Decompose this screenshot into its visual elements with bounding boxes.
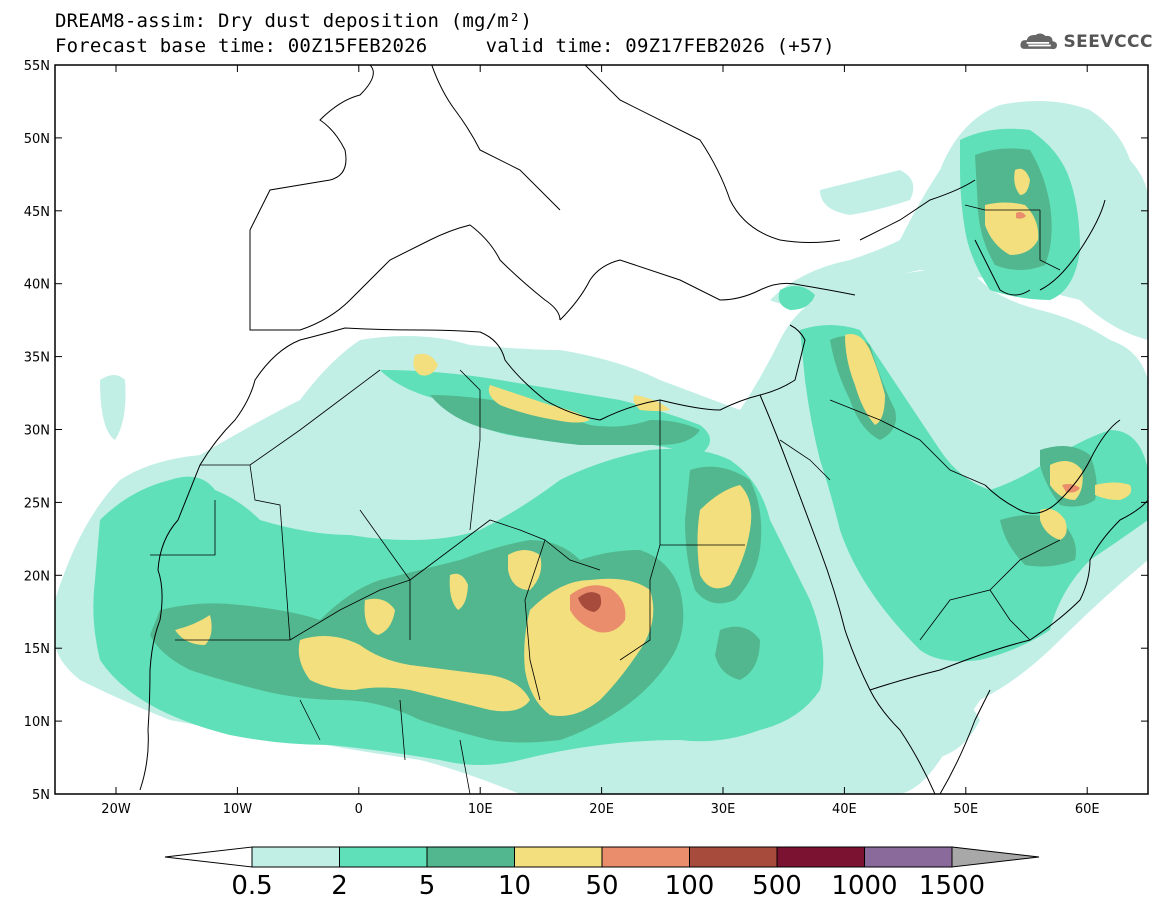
colorbar-label: 100 bbox=[665, 871, 715, 901]
lon-tick-label: 20W bbox=[101, 802, 131, 817]
longitude-axis: 20W 10W 0 10E 20E 30E 40E 50E 60E bbox=[101, 65, 1100, 817]
colorbar-swatch bbox=[776, 846, 865, 868]
colorbar-label: 10 bbox=[498, 871, 531, 901]
lat-tick-label: 50N bbox=[24, 132, 50, 147]
colorbar-swatch bbox=[426, 846, 515, 868]
lat-tick-label: 45N bbox=[24, 205, 50, 220]
lon-tick-label: 0 bbox=[355, 802, 363, 817]
colorbar-label: 0.5 bbox=[231, 871, 272, 901]
colorbar-left-triangle bbox=[164, 846, 253, 868]
colorbar-swatch bbox=[689, 846, 778, 868]
lon-tick-label: 60E bbox=[1075, 802, 1100, 817]
map-title-line2: Forecast base time: 00Z15FEB2026 valid t… bbox=[55, 35, 835, 57]
lat-tick-label: 55N bbox=[24, 59, 50, 74]
colorbar-label: 1500 bbox=[919, 871, 985, 901]
colorbar-swatch bbox=[251, 846, 340, 868]
colorbar-label: 50 bbox=[585, 871, 618, 901]
colorbar-label: 2 bbox=[331, 871, 348, 901]
map-title-line1: DREAM8-assim: Dry dust deposition (mg/m²… bbox=[55, 10, 533, 32]
lat-tick-label: 40N bbox=[24, 278, 50, 293]
country-borders bbox=[150, 204, 1061, 794]
lon-tick-label: 40E bbox=[832, 802, 857, 817]
logo-text: SEEVCCC bbox=[1063, 32, 1153, 52]
colorbar-label: 500 bbox=[752, 871, 802, 901]
colorbar-label: 1000 bbox=[831, 871, 897, 901]
lon-tick-label: 10W bbox=[223, 802, 253, 817]
colorbar-right-triangle bbox=[951, 846, 1040, 868]
colorbar-swatch bbox=[601, 846, 690, 868]
lat-tick-label: 10N bbox=[24, 715, 50, 730]
lon-tick-label: 30E bbox=[711, 802, 736, 817]
dust-level-6-region bbox=[578, 592, 602, 612]
lat-tick-label: 35N bbox=[24, 351, 50, 366]
seevccc-logo: SEEVCCC bbox=[1018, 28, 1153, 56]
colorbar-swatch bbox=[514, 846, 603, 868]
latitude-axis: 55N 50N 45N 40N 35N 30N 25N 20N 15N 10N 5N bbox=[24, 59, 1148, 803]
lat-tick-label: 5N bbox=[32, 788, 50, 803]
colorbar-swatch bbox=[339, 846, 428, 868]
cloud-icon bbox=[1020, 33, 1057, 50]
lon-tick-label: 20E bbox=[589, 802, 614, 817]
lon-tick-label: 10E bbox=[468, 802, 493, 817]
coastlines bbox=[139, 65, 1148, 794]
lat-tick-label: 15N bbox=[24, 642, 50, 657]
lat-tick-label: 25N bbox=[24, 496, 50, 511]
lon-tick-label: 50E bbox=[953, 802, 978, 817]
colorbar-swatch bbox=[864, 846, 953, 868]
lat-tick-label: 30N bbox=[24, 424, 50, 439]
colorbar-label: 5 bbox=[419, 871, 436, 901]
map-area bbox=[55, 65, 1148, 794]
colorbar: 0.5 2 5 10 50 100 500 1000 1500 bbox=[164, 846, 1040, 901]
lat-tick-label: 20N bbox=[24, 569, 50, 584]
